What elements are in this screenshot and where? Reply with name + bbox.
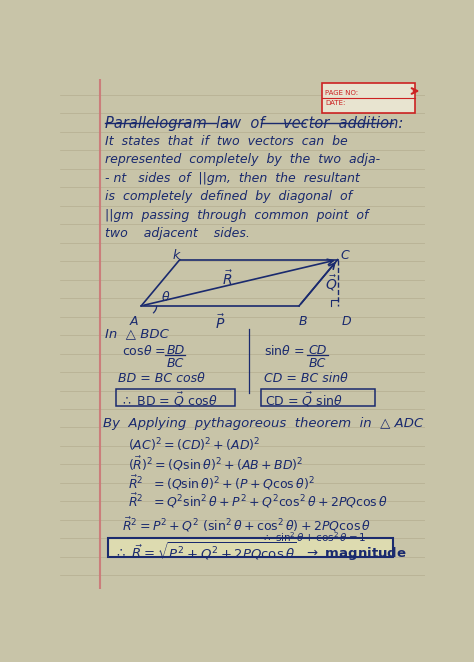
Text: $\vec{P}$: $\vec{P}$: [215, 314, 225, 332]
Text: PAGE NO:: PAGE NO:: [325, 90, 358, 96]
Text: CD = $\vec{Q}$ sin$\theta$: CD = $\vec{Q}$ sin$\theta$: [265, 391, 343, 409]
Text: represented  completely  by  the  two  adja-: represented completely by the two adja-: [105, 154, 380, 166]
Text: In  △ BDC: In △ BDC: [105, 328, 169, 340]
Text: $\vec{Q}$: $\vec{Q}$: [325, 273, 337, 293]
Text: BC: BC: [167, 357, 184, 369]
Bar: [322, 83, 415, 113]
Text: $\therefore$ BD = $\vec{Q}$ cos$\theta$: $\therefore$ BD = $\vec{Q}$ cos$\theta$: [120, 391, 218, 409]
Text: $\therefore\ \vec{R} = \sqrt{P^2 + Q^2 +2PQ\cos\theta}$  $\rightarrow$ magnitude: $\therefore\ \vec{R} = \sqrt{P^2 + Q^2 +…: [114, 541, 407, 563]
Text: $\vec{R}$: $\vec{R}$: [222, 269, 234, 288]
Bar: [116, 389, 235, 406]
Text: sin$\theta$ =: sin$\theta$ =: [264, 344, 305, 358]
Text: $\vec{R}^2 = P^2+Q^2\ (\sin^2\theta + \cos^2\theta) + 2PQ\cos\theta$: $\vec{R}^2 = P^2+Q^2\ (\sin^2\theta + \c…: [122, 515, 371, 534]
Text: DATE:: DATE:: [325, 100, 346, 106]
Text: CD: CD: [309, 344, 327, 357]
Text: BC: BC: [309, 357, 326, 369]
Bar: [261, 389, 374, 406]
Text: cos$\theta$ =: cos$\theta$ =: [122, 344, 166, 358]
Text: C: C: [341, 249, 350, 262]
Text: two    adjacent    sides.: two adjacent sides.: [105, 227, 250, 240]
Text: Parallelogram  law  of    vector  addition:: Parallelogram law of vector addition:: [105, 117, 403, 131]
Text: By  Applying  pythagoreous  theorem  in  △ ADC: By Applying pythagoreous theorem in △ AD…: [103, 416, 423, 430]
Text: A: A: [129, 315, 138, 328]
Text: $\theta$: $\theta$: [161, 289, 171, 304]
Text: ||gm  passing  through  common  point  of: ||gm passing through common point of: [105, 209, 368, 222]
Text: BD: BD: [167, 344, 185, 357]
Text: It  states  that  if  two  vectors  can  be: It states that if two vectors can be: [105, 135, 348, 148]
Text: $\vec{R}^2\ \ = (Q\sin\theta)^2 + (P+Q\cos\theta)^2$: $\vec{R}^2\ \ = (Q\sin\theta)^2 + (P+Q\c…: [128, 474, 315, 492]
Text: D: D: [342, 315, 352, 328]
Text: $(\vec{R})^2 = (Q\sin\theta)^2 + (AB+BD)^2$: $(\vec{R})^2 = (Q\sin\theta)^2 + (AB+BD)…: [128, 455, 304, 473]
Text: CD = BC sinθ: CD = BC sinθ: [264, 372, 348, 385]
Text: is  completely  defined  by  diagonal  of: is completely defined by diagonal of: [105, 190, 352, 203]
Text: k: k: [173, 249, 180, 262]
Bar: [108, 538, 393, 557]
Text: - nt   sides  of  ||gm,  then  the  resultant: - nt sides of ||gm, then the resultant: [105, 172, 360, 185]
Text: BD = BC cosθ: BD = BC cosθ: [118, 372, 205, 385]
Text: B: B: [299, 315, 307, 328]
Text: $(AC)^2 = (CD)^2 + (AD)^2$: $(AC)^2 = (CD)^2 + (AD)^2$: [128, 437, 261, 454]
Text: $\vec{R}^2\ \ = Q^2\sin^2\theta + P^2 + Q^2\cos^2\theta + 2PQ\cos\theta$: $\vec{R}^2\ \ = Q^2\sin^2\theta + P^2 + …: [128, 492, 388, 510]
Text: $\therefore\ \sin^2\theta + \cos^2\theta = 1$: $\therefore\ \sin^2\theta + \cos^2\theta…: [261, 531, 366, 544]
